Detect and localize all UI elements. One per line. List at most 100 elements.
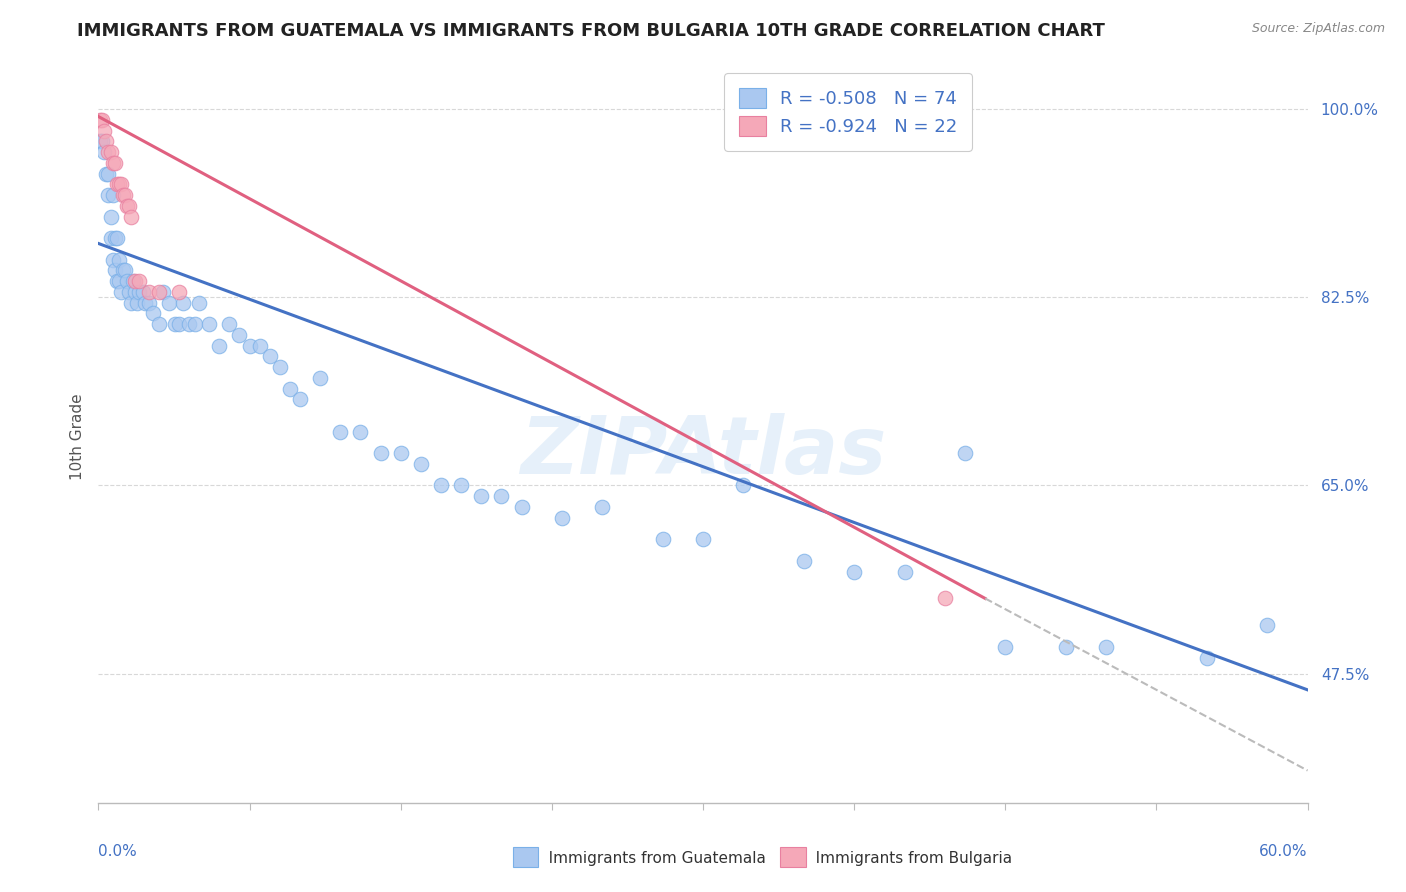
Point xyxy=(450,478,472,492)
Point xyxy=(167,317,190,331)
Point xyxy=(198,317,221,331)
Point xyxy=(89,134,111,148)
Point xyxy=(107,274,129,288)
Text: 60.0%: 60.0% xyxy=(1260,845,1308,860)
Point xyxy=(1256,618,1278,632)
Point xyxy=(115,199,138,213)
Point xyxy=(120,295,142,310)
Point xyxy=(115,274,138,288)
Point xyxy=(1054,640,1077,654)
Point xyxy=(148,317,170,331)
Legend: R = -0.508   N = 74, R = -0.924   N = 22: R = -0.508 N = 74, R = -0.924 N = 22 xyxy=(724,73,972,151)
Point xyxy=(249,338,271,352)
Point xyxy=(111,263,134,277)
Point xyxy=(370,446,392,460)
Point xyxy=(132,285,155,299)
Point xyxy=(167,285,190,299)
Point xyxy=(125,295,148,310)
Point xyxy=(148,285,170,299)
Point xyxy=(97,167,120,181)
Point xyxy=(101,188,124,202)
Point xyxy=(101,252,124,267)
Point xyxy=(124,285,146,299)
Point xyxy=(97,145,120,159)
Point xyxy=(430,478,453,492)
Point xyxy=(269,360,291,375)
Point xyxy=(259,350,281,364)
Point xyxy=(172,295,194,310)
Point xyxy=(105,178,128,192)
Point xyxy=(1195,650,1218,665)
Point xyxy=(100,231,122,245)
Point xyxy=(278,382,301,396)
Point xyxy=(100,145,122,159)
Point xyxy=(93,123,115,137)
Point xyxy=(733,478,755,492)
Point xyxy=(111,188,134,202)
Point xyxy=(107,178,129,192)
Point xyxy=(103,263,125,277)
Point xyxy=(114,263,136,277)
Y-axis label: 10th Grade: 10th Grade xyxy=(69,393,84,481)
Point xyxy=(93,145,115,159)
Point xyxy=(105,231,128,245)
Point xyxy=(591,500,613,514)
Point xyxy=(389,446,412,460)
Point xyxy=(105,274,128,288)
Point xyxy=(138,285,160,299)
Point xyxy=(844,565,866,579)
Text: IMMIGRANTS FROM GUATEMALA VS IMMIGRANTS FROM BULGARIA 10TH GRADE CORRELATION CHA: IMMIGRANTS FROM GUATEMALA VS IMMIGRANTS … xyxy=(77,22,1105,40)
Text: Immigrants from Bulgaria: Immigrants from Bulgaria xyxy=(801,851,1012,865)
Point xyxy=(134,295,156,310)
Point xyxy=(110,285,132,299)
Point xyxy=(893,565,915,579)
Point xyxy=(142,306,165,320)
Point xyxy=(107,252,129,267)
Point xyxy=(103,156,125,170)
Point xyxy=(120,210,142,224)
Point xyxy=(118,285,141,299)
Point xyxy=(118,199,141,213)
Text: 0.0%: 0.0% xyxy=(98,845,138,860)
Point xyxy=(994,640,1017,654)
Point xyxy=(551,510,574,524)
Point xyxy=(114,188,136,202)
Point xyxy=(89,112,111,127)
Point xyxy=(208,338,231,352)
Point xyxy=(97,188,120,202)
Point xyxy=(228,327,250,342)
Point xyxy=(152,285,174,299)
Point xyxy=(510,500,533,514)
Point xyxy=(218,317,240,331)
Point xyxy=(96,134,118,148)
Point xyxy=(128,285,150,299)
Point xyxy=(239,338,262,352)
Point xyxy=(953,446,976,460)
Point xyxy=(934,591,956,606)
Point xyxy=(329,425,352,439)
Point xyxy=(91,134,114,148)
Point xyxy=(103,231,125,245)
Point xyxy=(121,274,143,288)
Point xyxy=(409,457,432,471)
Point xyxy=(793,554,815,568)
Point xyxy=(138,295,160,310)
Point xyxy=(288,392,311,407)
Text: Immigrants from Guatemala: Immigrants from Guatemala xyxy=(534,851,766,865)
Point xyxy=(157,295,180,310)
Point xyxy=(188,295,211,310)
Point xyxy=(101,156,124,170)
Point xyxy=(124,274,146,288)
Point xyxy=(128,274,150,288)
Point xyxy=(470,489,492,503)
Point xyxy=(91,112,114,127)
Point xyxy=(1095,640,1118,654)
Point xyxy=(491,489,513,503)
Point xyxy=(96,167,118,181)
Point xyxy=(349,425,371,439)
Point xyxy=(184,317,207,331)
Point xyxy=(309,371,332,385)
Point xyxy=(692,533,714,547)
Text: Source: ZipAtlas.com: Source: ZipAtlas.com xyxy=(1251,22,1385,36)
Point xyxy=(100,210,122,224)
